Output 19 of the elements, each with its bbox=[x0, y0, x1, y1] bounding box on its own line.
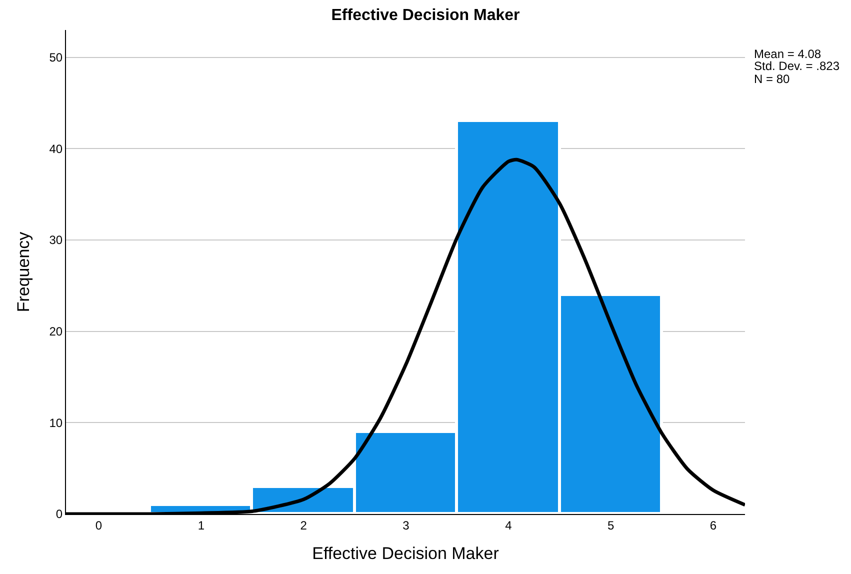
x-tick-label: 0 bbox=[95, 518, 102, 532]
text: N = 80 bbox=[754, 72, 790, 86]
x-tick-label: 5 bbox=[607, 518, 614, 532]
y-tick-label: 0 bbox=[56, 507, 63, 522]
y-tick-label: 30 bbox=[49, 233, 63, 248]
y-tick-label: 10 bbox=[49, 416, 63, 430]
y-tick-label: 40 bbox=[49, 142, 63, 156]
x-tick-label: 1 bbox=[198, 518, 205, 532]
y-tick-label: 50 bbox=[49, 50, 63, 65]
x-axis-title: Effective Decision Maker bbox=[312, 544, 500, 563]
chart-title: Effective Decision Maker bbox=[331, 6, 520, 24]
x-tick-label: 2 bbox=[300, 518, 308, 532]
x-tick-label: 4 bbox=[505, 518, 512, 532]
y-axis-title: Frequency bbox=[14, 231, 33, 312]
text: Mean = 4.08 bbox=[754, 47, 822, 61]
text: Std. Dev. = .823 bbox=[754, 59, 840, 73]
x-tick-label: 3 bbox=[402, 518, 410, 532]
y-tick-label: 20 bbox=[49, 324, 63, 339]
x-tick-label: 6 bbox=[710, 518, 717, 532]
